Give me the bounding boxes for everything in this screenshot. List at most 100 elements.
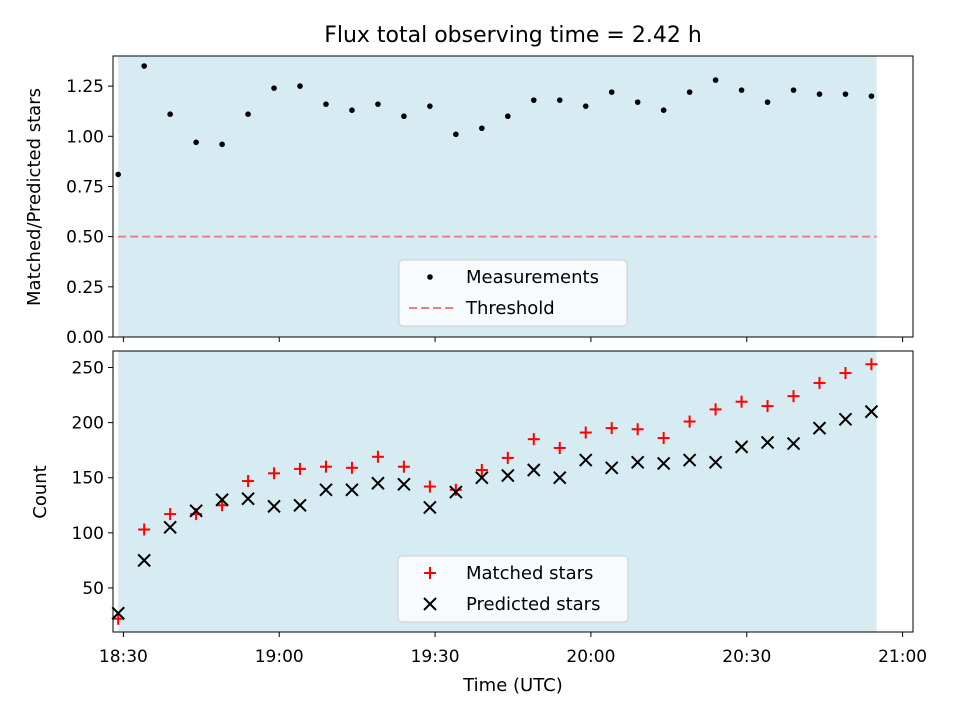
predicted-star-stroke-b (786, 436, 801, 451)
x-tick-label: 20:00 (566, 647, 615, 667)
y-tick-label: 200 (72, 414, 104, 434)
predicted-star-point (760, 435, 775, 450)
predicted-star-point (734, 440, 749, 454)
measurement-point (349, 107, 355, 113)
matched-star-point (709, 403, 722, 416)
predicted-star-point (293, 498, 307, 512)
matched-star-point (631, 423, 644, 436)
legend-counts: Matched stars Predicted stars (397, 555, 629, 623)
y-tick-label: 250 (72, 359, 104, 379)
predicted-star-stroke-b (397, 477, 411, 492)
legend-label-threshold: Threshold (465, 298, 555, 319)
chart-title: Flux total observing time = 2.42 h (324, 23, 702, 48)
x-tick-label: 19:00 (255, 647, 304, 667)
matched-star-point (345, 461, 358, 474)
axes-frame-ratio (112, 55, 914, 338)
predicted-star-point (475, 471, 489, 485)
y-tick-label: 1.25 (66, 77, 104, 97)
predicted-star-stroke-b (319, 483, 333, 497)
predicted-star-stroke-b (630, 455, 645, 470)
y-tick-label: 50 (82, 579, 104, 599)
predicted-star-stroke-b (267, 499, 281, 514)
predicted-star-stroke-b (501, 468, 515, 483)
measurement-point (193, 139, 199, 146)
matched-star-point (319, 460, 332, 473)
y-tick-label: 100 (72, 524, 104, 544)
matched-star-point (475, 464, 488, 477)
predicted-star-point (189, 504, 203, 518)
predicted-star-stroke-b (189, 504, 203, 518)
predicted-star-point (579, 453, 593, 467)
predicted-star-point (786, 436, 801, 451)
y-tick-label: 0.50 (66, 228, 104, 248)
predicted-star-point (215, 493, 229, 507)
predicted-star-stroke-b (215, 493, 229, 507)
x-tick-label: 21:00 (878, 647, 927, 667)
measurement-point (167, 111, 173, 118)
predicted-star-stroke-b (163, 520, 177, 535)
predicted-star-point (345, 483, 359, 497)
x-ticks-ratio (122, 337, 904, 342)
measurement-point (634, 99, 641, 105)
predicted-star-point (527, 463, 541, 477)
predicted-star-point (423, 500, 437, 515)
measurement-point (556, 97, 563, 103)
predicted-star-point (604, 461, 619, 475)
x-tick-label: 18:30 (99, 647, 148, 667)
measurement-point (453, 131, 459, 138)
predicted-stars-points (111, 404, 879, 620)
measurement-point (401, 113, 407, 120)
panel-counts: 50 100 150 200 250 18:30 19:00 19:30 20:00 20:30… (30, 350, 927, 696)
legend-frame-ratio (398, 259, 628, 327)
measurement-point (375, 101, 381, 107)
matched-star-point (268, 467, 281, 480)
matched-star-point (216, 499, 229, 512)
measurement-point (271, 85, 277, 91)
predicted-star-stroke-b (111, 606, 125, 620)
predicted-star-point (553, 471, 567, 485)
measurement-point (323, 101, 329, 107)
predicted-star-point (656, 456, 671, 471)
measurement-point (738, 87, 745, 93)
y-tick-label: 150 (72, 469, 104, 489)
predicted-star-stroke-b (241, 491, 255, 506)
measurement-point (219, 141, 225, 148)
x-tick-label: 20:30 (722, 647, 771, 667)
predicted-star-stroke-b (812, 421, 827, 435)
y-axis-label-ratio: Matched/Predicted stars (24, 88, 45, 306)
measurement-point (842, 91, 849, 97)
predicted-star-stroke-b (345, 483, 359, 497)
legend-marker-measurements (427, 274, 433, 280)
predicted-star-point (111, 606, 125, 620)
predicted-star-stroke-b (864, 404, 879, 419)
matched-star-point (683, 415, 696, 428)
matched-star-point (761, 400, 774, 413)
predicted-star-stroke-b (682, 453, 697, 467)
legend-ratio: Measurements Threshold (398, 259, 628, 327)
predicted-star-point (163, 520, 177, 535)
legend-label-matched: Matched stars (466, 563, 593, 584)
y-ticks-counts: 50 100 150 200 250 (72, 359, 113, 599)
measurement-point (427, 103, 433, 109)
matched-star-point (242, 475, 255, 488)
y-axis-label-counts: Count (30, 465, 51, 518)
predicted-star-point (838, 412, 853, 427)
predicted-star-point (267, 499, 281, 514)
predicted-star-stroke-b (734, 440, 749, 454)
matched-star-point (527, 433, 540, 446)
measurement-point (141, 63, 147, 69)
predicted-star-stroke-b (553, 471, 567, 485)
predicted-star-stroke-b (371, 476, 385, 490)
predicted-star-stroke-b (137, 553, 151, 568)
predicted-star-point (449, 485, 463, 499)
matched-star-point (813, 376, 826, 389)
legend-marker-matched (424, 567, 436, 579)
predicted-star-stroke-b (604, 461, 619, 475)
predicted-star-stroke-b (449, 485, 463, 499)
predicted-star-point (812, 421, 827, 435)
matched-star-point (371, 450, 384, 463)
matched-star-point (423, 480, 436, 493)
measurement-point (608, 89, 615, 95)
matched-star-point (839, 367, 852, 380)
matched-star-point (294, 462, 307, 475)
